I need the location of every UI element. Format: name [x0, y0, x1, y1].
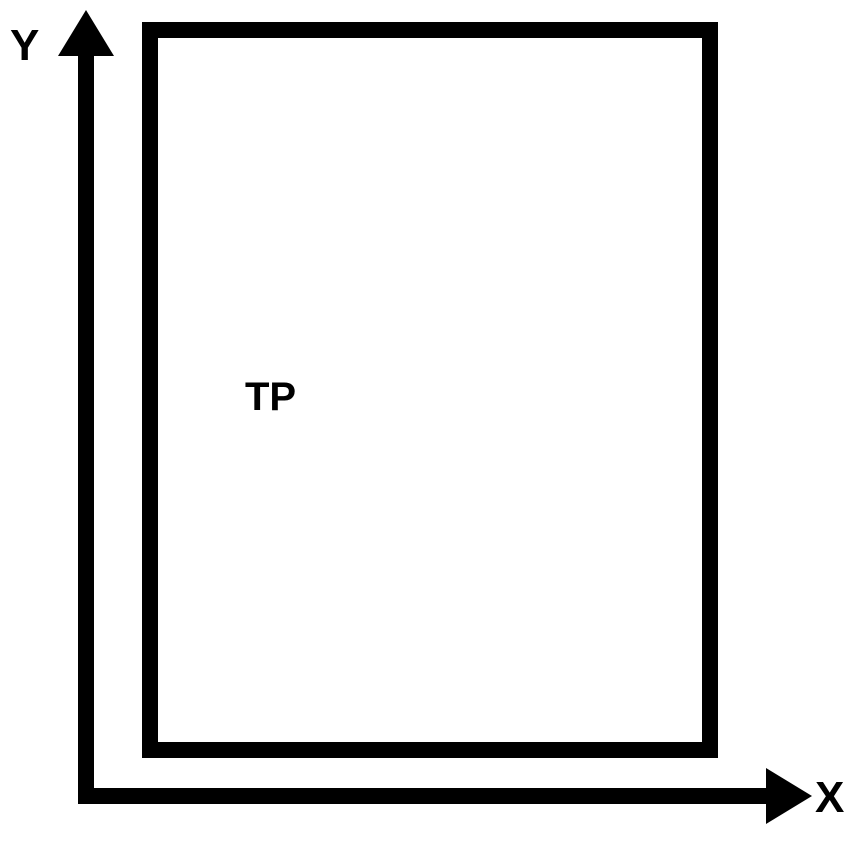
y-axis-arrowhead [58, 10, 114, 56]
tp-label: TP [245, 375, 296, 419]
x-axis-arrowhead [766, 768, 812, 824]
diagram-svg: Y X TP [0, 0, 859, 843]
tp-rectangle [150, 30, 710, 750]
y-axis-label: Y [10, 21, 39, 70]
x-axis-label: X [815, 773, 844, 822]
coordinate-diagram: Y X TP [0, 0, 859, 843]
